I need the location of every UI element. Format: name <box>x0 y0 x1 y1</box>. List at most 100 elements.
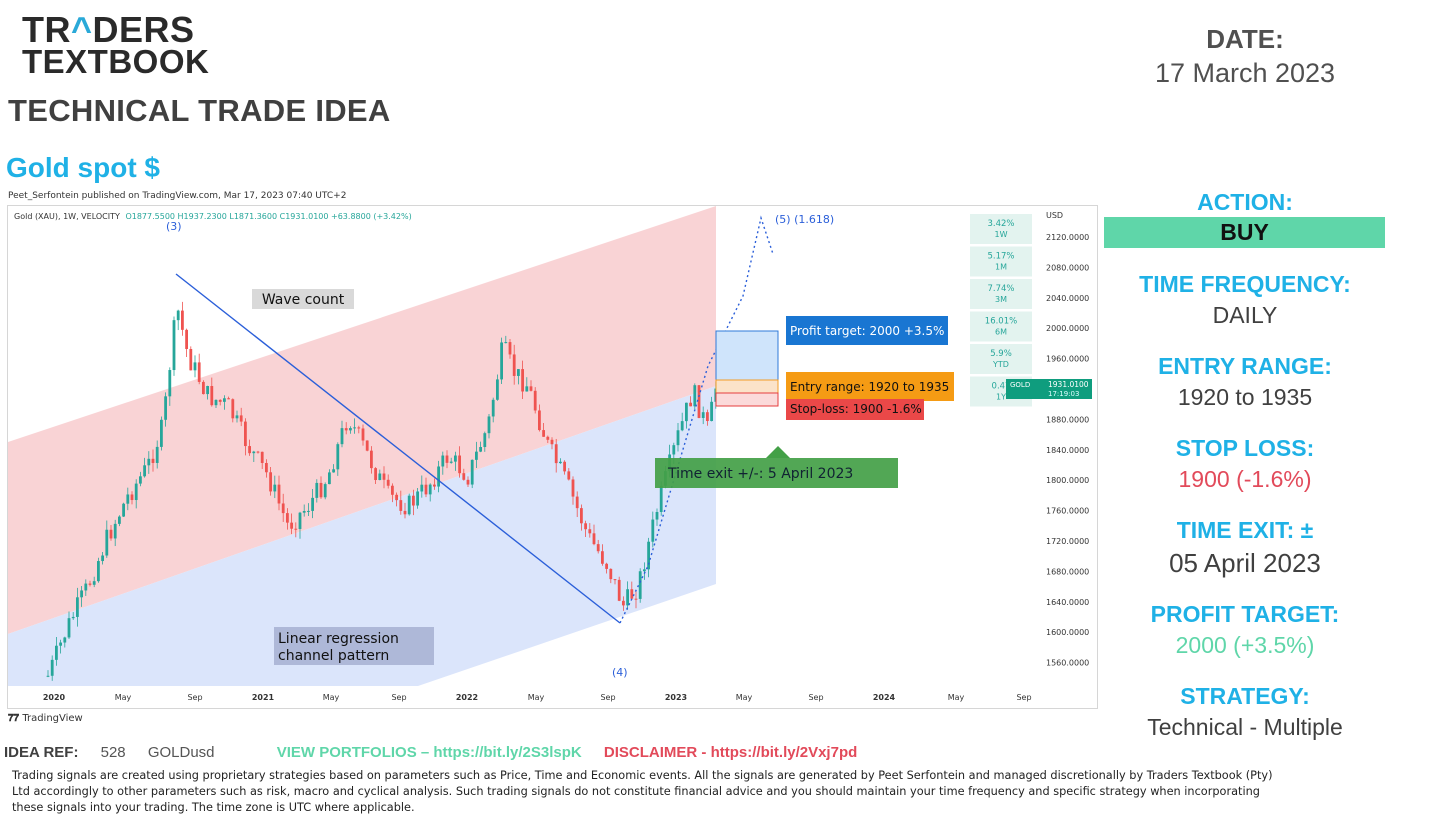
entry-range-label: ENTRY RANGE: <box>1158 353 1332 379</box>
tradingview-published-note: Peet_Serfontein published on TradingView… <box>8 191 347 201</box>
price-tick: 2040.0000 <box>1046 294 1089 303</box>
candle-body <box>605 563 608 569</box>
price-axis: 2120.0000 2080.0000 2040.0000 2000.0000 1960… <box>1046 233 1089 668</box>
time-tick: 2021 <box>252 693 275 702</box>
candle-body <box>76 597 79 617</box>
perf-pct: 0.47 <box>992 382 1011 392</box>
time-tick: Sep <box>187 693 202 702</box>
price-tick: 1960.0000 <box>1046 355 1089 364</box>
candle-body <box>84 583 88 591</box>
candle-body <box>231 399 235 419</box>
perf-period: YTD <box>992 360 1009 369</box>
candle-body <box>386 479 390 486</box>
candle-body <box>323 484 327 498</box>
time-tick: 2022 <box>456 693 478 702</box>
wave-count-bg <box>252 289 354 309</box>
candle-body <box>462 473 466 480</box>
time-tick: 2020 <box>43 693 66 702</box>
profit-callout-text: Profit target: 2000 +3.5% <box>790 324 944 338</box>
wave-count-label: Wave count <box>262 292 345 308</box>
candle-body <box>575 496 579 509</box>
candle-body <box>46 675 50 677</box>
price-tick: 1720.0000 <box>1046 537 1089 546</box>
time-tick: May <box>528 693 545 702</box>
time-frequency-label: TIME FREQUENCY: <box>1139 271 1351 297</box>
candle-body <box>659 485 663 512</box>
pattern-label-line1: Linear regression <box>278 631 399 647</box>
price-chart[interactable]: Wave count Linear regression channel pat… <box>7 205 1098 709</box>
candle-body <box>454 455 457 462</box>
candle-body <box>622 600 625 606</box>
idea-ref-label: IDEA REF: <box>4 744 79 761</box>
candle-body <box>319 482 323 498</box>
candle-body <box>370 450 373 469</box>
candle-body <box>445 455 449 463</box>
traders-textbook-logo: TR^DERS TEXTBOOK <box>22 12 209 79</box>
candle-body <box>227 398 230 400</box>
candle-body <box>71 616 75 619</box>
candle-body <box>59 642 62 646</box>
candle-body <box>412 495 415 506</box>
time-exit-pointer <box>766 446 790 458</box>
candle-body <box>223 398 226 402</box>
currency-label: USD <box>1046 211 1063 220</box>
candle-body <box>164 396 167 420</box>
candles-group <box>46 301 718 681</box>
price-tick: 1840.0000 <box>1046 446 1089 455</box>
candle-body <box>395 494 398 501</box>
candle-body <box>517 369 520 376</box>
candle-body <box>130 494 134 501</box>
candle-body <box>252 451 256 454</box>
perf-period: 1M <box>995 263 1007 272</box>
candle-body <box>88 583 92 585</box>
candle-body <box>470 459 474 485</box>
idea-ref-number: 528 <box>100 744 126 761</box>
candle-body <box>193 362 197 371</box>
time-tick: Sep <box>391 693 406 702</box>
candle-body <box>437 466 440 487</box>
price-tag <box>1006 379 1092 399</box>
candle-body <box>588 529 592 534</box>
perf-pct: 5.17% <box>987 252 1014 262</box>
candle-body <box>525 386 529 392</box>
candle-body <box>80 590 83 598</box>
candle-body <box>542 430 545 437</box>
time-tick: Sep <box>600 693 615 702</box>
perf-pct: 5.9% <box>990 349 1012 359</box>
time-tick: May <box>323 693 340 702</box>
candle-body <box>134 483 138 501</box>
candle-body <box>701 412 705 418</box>
candle-body <box>97 561 100 582</box>
perf-cell <box>970 344 1032 374</box>
time-exit-bg <box>655 458 898 488</box>
candle-body <box>189 349 193 371</box>
candle-body <box>353 427 356 429</box>
disclaimer-link[interactable]: DISCLAIMER - https://bit.ly/2Vxj7pd <box>603 744 858 761</box>
time-tick: 2024 <box>873 693 896 702</box>
candle-body <box>601 551 604 564</box>
view-portfolios-link[interactable]: VIEW PORTFOLIOS – https://bit.ly/2S3lspK <box>276 744 582 761</box>
stop-zone <box>715 392 779 407</box>
logo-text-tr: TR <box>22 9 71 50</box>
candle-body <box>672 445 676 455</box>
candle-body <box>277 484 281 504</box>
candle-body <box>479 447 482 452</box>
wave-3-to-4-line <box>175 273 621 624</box>
action-value: BUY <box>1104 217 1385 248</box>
action-label: ACTION: <box>1197 189 1293 215</box>
entry-zone <box>715 379 779 394</box>
date-value: 17 March 2023 <box>1154 58 1336 88</box>
candle-body <box>109 529 113 539</box>
candle-body <box>617 579 621 601</box>
tradingview-logo[interactable]: 𝟕𝟕 TradingView <box>8 713 83 724</box>
price-tick: 1560.0000 <box>1046 659 1089 668</box>
profit-callout-bg <box>786 316 948 345</box>
stop-callout-text: Stop-loss: 1900 -1.6% <box>790 402 922 416</box>
candle-body <box>273 484 277 492</box>
candle-body <box>433 484 436 487</box>
candle-body <box>357 427 361 429</box>
candle-body <box>550 439 554 445</box>
candle-body <box>521 369 524 392</box>
candle-body <box>336 444 340 470</box>
candle-body <box>139 476 142 484</box>
